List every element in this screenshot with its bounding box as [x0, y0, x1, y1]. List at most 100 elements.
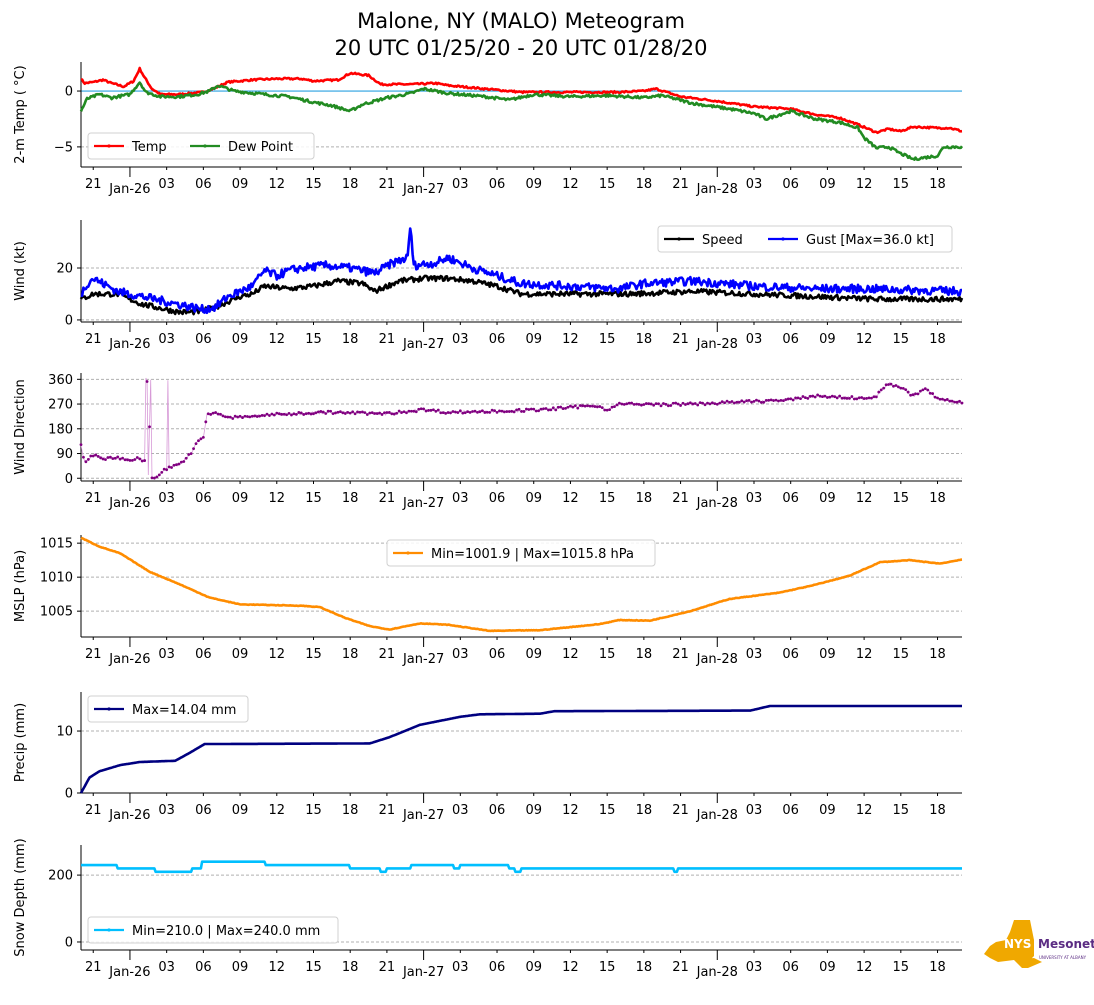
y-tick-label: 90: [56, 447, 73, 462]
data-point: [777, 399, 780, 403]
data-point: [380, 413, 384, 416]
data-point: [767, 398, 771, 402]
x-tick-label: 06: [782, 647, 799, 662]
data-point: [473, 409, 477, 413]
data-point: [857, 396, 861, 400]
x-tick-label: 21: [672, 332, 689, 347]
data-point: [277, 412, 281, 416]
logo-mesonet: Mesonet: [1038, 937, 1094, 951]
data-point: [285, 413, 288, 417]
data-point: [755, 398, 758, 402]
data-point: [703, 403, 707, 407]
data-point: [610, 405, 614, 409]
data-point: [292, 412, 296, 416]
data-point: [906, 390, 910, 394]
data-point: [201, 436, 205, 439]
data-point: [255, 415, 259, 418]
data-point: [471, 410, 474, 413]
x-tick-label: 18: [636, 803, 653, 818]
data-point: [811, 394, 815, 398]
data-point: [750, 400, 753, 404]
data-point: [588, 404, 592, 408]
data-point: [757, 399, 761, 403]
data-point: [870, 396, 873, 400]
y-tick-label: 0: [65, 313, 73, 328]
data-point: [116, 455, 120, 459]
data-point: [140, 459, 144, 463]
y-tick-label: 1015: [40, 537, 73, 552]
data-point: [351, 410, 355, 414]
data-point: [432, 408, 435, 412]
legend-label: Speed: [702, 233, 743, 248]
data-point: [490, 408, 494, 412]
series-line-speed: [79, 274, 964, 316]
data-point: [759, 400, 763, 404]
data-point: [507, 410, 511, 413]
data-point: [730, 400, 734, 403]
data-point: [874, 395, 878, 399]
data-point: [454, 410, 457, 414]
x-tick-label: 18: [342, 491, 359, 506]
data-point: [637, 402, 641, 406]
data-point: [236, 415, 240, 419]
data-point: [901, 386, 905, 390]
data-point: [290, 413, 293, 417]
data-point: [600, 406, 604, 410]
data-point: [527, 408, 531, 411]
panel-precip: 0 10 21 03 06 09 12 15 18 21 03 06 09 12 15 18 21 03 06 09 1…: [13, 692, 963, 823]
data-point: [246, 415, 249, 418]
data-point: [221, 414, 225, 418]
data-point: [779, 398, 783, 402]
data-point: [493, 409, 496, 413]
data-point: [564, 407, 567, 410]
data-point: [483, 411, 487, 414]
x-tick-label: 15: [599, 177, 616, 192]
panel-temperature: 0 −5 21 03 06 09 12 15 18 21 03 06 09 12 15 18 21 03 06 09 1…: [13, 62, 964, 197]
panel-snow-depth: 0 200 21 03 06 09 12 15 18 21 03 06 09 12 15 18 21 03 06 09…: [13, 838, 963, 980]
x-tick-label: 09: [232, 960, 249, 975]
data-point: [488, 410, 492, 414]
data-point: [522, 410, 526, 413]
data-point: [823, 394, 827, 398]
x-tick-label: 06: [489, 803, 506, 818]
x-tick-label: 15: [599, 647, 616, 662]
data-point: [884, 383, 888, 387]
x-tick-label: 21: [672, 803, 689, 818]
data-point: [833, 395, 837, 399]
x-tick-label: 18: [342, 332, 359, 347]
data-point: [605, 408, 609, 412]
legend-label: Max=14.04 mm: [132, 703, 236, 718]
data-point: [657, 402, 660, 406]
x-tick-label: 21: [85, 960, 102, 975]
x-tick-label: 15: [893, 960, 910, 975]
data-point: [806, 396, 810, 400]
data-point: [343, 412, 347, 415]
data-point: [826, 396, 829, 399]
data-point: [532, 407, 536, 411]
logo-subtitle: UNIVERSITY AT ALBANY: [1039, 955, 1087, 960]
data-point: [449, 411, 452, 415]
y-tick-label: 0: [65, 85, 73, 100]
data-point: [666, 404, 670, 408]
data-point: [390, 412, 394, 416]
x-tick-label: 03: [746, 491, 763, 506]
data-point: [385, 411, 389, 414]
data-point: [268, 414, 271, 417]
x-tick-label: 12: [856, 491, 873, 506]
x-date-label: Jan-26: [108, 808, 150, 823]
data-point: [265, 412, 269, 416]
x-tick-label: 18: [342, 647, 359, 662]
data-point: [356, 410, 359, 414]
x-tick-label: 06: [489, 177, 506, 192]
x-date-label: Jan-28: [696, 965, 738, 980]
y-tick-label: 0: [65, 787, 73, 802]
data-point: [879, 388, 883, 392]
x-tick-label: 21: [379, 177, 396, 192]
data-point: [593, 405, 597, 408]
data-point: [889, 382, 893, 386]
data-point: [549, 408, 553, 412]
data-point: [211, 411, 215, 415]
data-point: [373, 412, 377, 415]
x-date-label: Jan-27: [402, 182, 444, 197]
x-date-label: Jan-27: [402, 808, 444, 823]
